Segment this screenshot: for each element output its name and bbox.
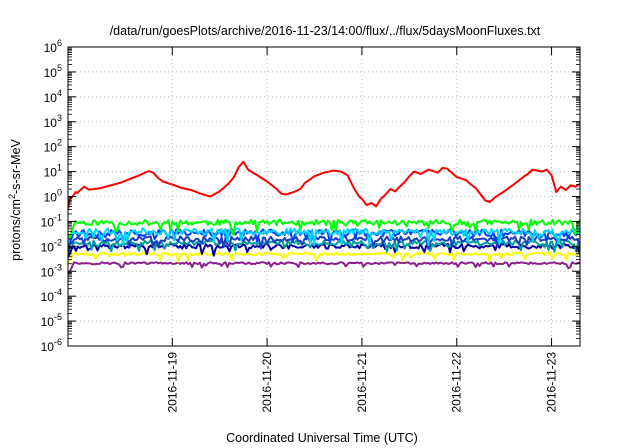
series-line	[68, 227, 580, 247]
chart-title: /data/run/goesPlots/archive/2016-11-23/1…	[110, 24, 541, 38]
y-tick-label: 10-6	[41, 337, 62, 354]
y-tick-label: 10-1	[41, 212, 62, 229]
y-tick-label: 105	[44, 63, 62, 80]
y-tick-label: 10-5	[41, 312, 62, 329]
series-line	[68, 160, 580, 210]
series-line	[68, 261, 580, 276]
y-tick-label: 103	[44, 113, 62, 130]
series-lines	[68, 160, 580, 276]
x-tick-label: 2016-11-19	[165, 352, 179, 413]
y-tick-label: 106	[44, 38, 62, 55]
y-tick-label: 104	[44, 88, 62, 105]
y-tick-label: 10-2	[41, 237, 62, 254]
y-axis-label-prefix: protons/cm	[9, 199, 23, 261]
y-axis-label: protons/cm2-s-sr-MeV	[7, 138, 23, 260]
y-tick-label: 10-3	[41, 262, 62, 279]
y-tick-label: 100	[44, 188, 62, 205]
x-tick-label: 2016-11-20	[260, 352, 274, 413]
series-line	[68, 251, 580, 265]
y-axis-label-sup: 2	[7, 194, 17, 199]
x-tick-label: 2016-11-21	[355, 352, 369, 413]
y-axis-ticks: 106 105 104 103 102 101 100 10-1 10-2 10-3 10-4 10-…	[41, 38, 580, 354]
y-tick-label: 101	[44, 163, 62, 180]
x-tick-label: 2016-11-23	[545, 352, 559, 413]
y-tick-label: 10-4	[41, 287, 62, 304]
y-axis-label-suffix: -s-sr-MeV	[9, 138, 23, 194]
x-tick-label: 2016-11-22	[450, 352, 464, 413]
x-axis-ticks: 2016-11-19 2016-11-20 2016-11-21 2016-11-22…	[165, 47, 559, 413]
grid-lines	[68, 47, 580, 346]
x-axis-label: Coordinated Universal Time (UTC)	[226, 431, 418, 445]
y-tick-label: 102	[44, 138, 62, 155]
series-line	[68, 218, 580, 239]
